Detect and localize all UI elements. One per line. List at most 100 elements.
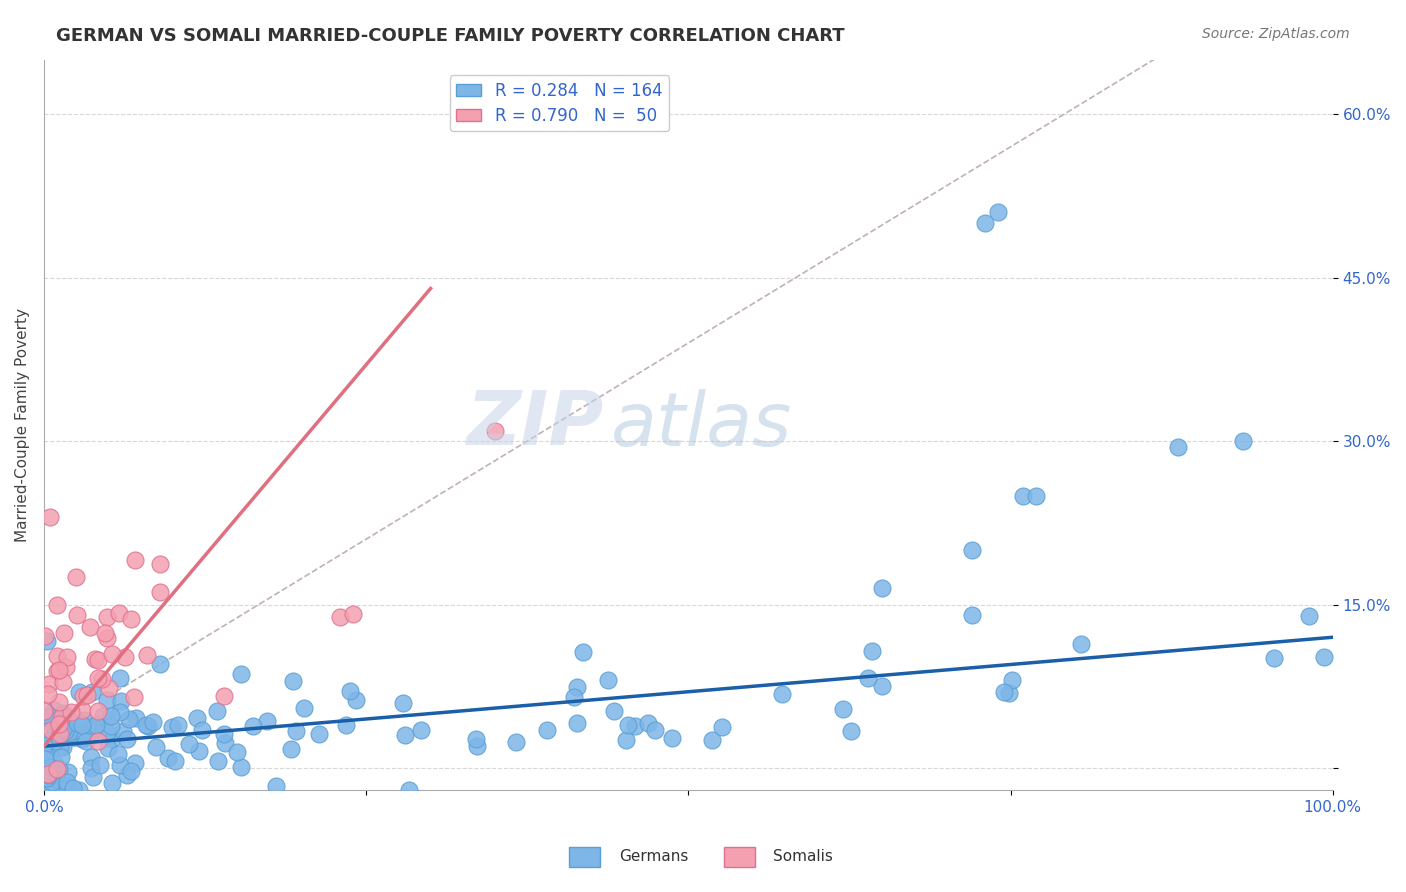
Point bbox=[342, 607, 364, 621]
Point bbox=[770, 688, 793, 702]
Point bbox=[108, 671, 131, 685]
Point bbox=[623, 719, 645, 733]
Point bbox=[136, 648, 159, 662]
Point bbox=[73, 713, 96, 727]
Point bbox=[86, 704, 108, 718]
Point bbox=[1263, 650, 1285, 665]
Point bbox=[44, 734, 66, 748]
Point bbox=[41, 732, 63, 747]
Point bbox=[160, 719, 183, 733]
Point bbox=[226, 746, 249, 760]
Point bbox=[52, 674, 75, 689]
Point bbox=[37, 710, 59, 724]
Point bbox=[603, 704, 626, 718]
Text: Germans: Germans bbox=[619, 849, 688, 863]
Point bbox=[97, 741, 120, 756]
Point bbox=[82, 770, 104, 784]
Point bbox=[107, 747, 129, 762]
Point bbox=[44, 725, 66, 739]
Point bbox=[987, 205, 1010, 219]
Point bbox=[135, 718, 157, 732]
Point bbox=[56, 764, 79, 779]
Point bbox=[142, 714, 165, 729]
Point bbox=[149, 557, 172, 571]
Point bbox=[125, 711, 148, 725]
Point bbox=[80, 719, 103, 733]
Point bbox=[72, 689, 94, 703]
Point bbox=[335, 717, 357, 731]
Point bbox=[188, 744, 211, 758]
Point bbox=[839, 723, 862, 738]
Point bbox=[73, 729, 96, 743]
Point bbox=[70, 731, 93, 746]
Point bbox=[149, 585, 172, 599]
Point bbox=[115, 731, 138, 746]
Point bbox=[37, 687, 59, 701]
Point bbox=[45, 648, 67, 663]
Point bbox=[1298, 609, 1320, 624]
Point bbox=[89, 757, 111, 772]
Point bbox=[87, 671, 110, 685]
Point bbox=[41, 774, 63, 789]
Point bbox=[870, 679, 893, 693]
Point bbox=[329, 610, 352, 624]
Point bbox=[571, 645, 593, 659]
Point bbox=[1025, 489, 1047, 503]
Point bbox=[256, 714, 278, 728]
Point bbox=[177, 737, 200, 751]
Point bbox=[860, 644, 883, 658]
Point bbox=[564, 690, 586, 704]
Point bbox=[67, 782, 90, 797]
Point bbox=[1232, 434, 1254, 448]
Point bbox=[62, 730, 84, 744]
Point bbox=[205, 704, 228, 718]
Point bbox=[53, 723, 76, 738]
Point bbox=[34, 629, 56, 643]
Point bbox=[565, 716, 588, 731]
Point bbox=[53, 626, 76, 640]
Point bbox=[960, 543, 983, 558]
Point bbox=[536, 723, 558, 737]
Point bbox=[120, 764, 142, 779]
Point bbox=[41, 723, 63, 737]
Point bbox=[292, 700, 315, 714]
Point bbox=[1001, 673, 1024, 688]
Point bbox=[165, 754, 187, 768]
Point bbox=[344, 693, 367, 707]
Point bbox=[75, 734, 97, 748]
Point bbox=[79, 620, 101, 634]
Point bbox=[70, 718, 93, 732]
Text: ZIP: ZIP bbox=[467, 388, 605, 461]
Point bbox=[166, 718, 188, 732]
Point bbox=[65, 570, 87, 584]
Point bbox=[229, 667, 252, 681]
Point bbox=[96, 725, 118, 739]
Point bbox=[48, 663, 70, 677]
Point bbox=[710, 720, 733, 734]
Point bbox=[34, 752, 56, 766]
Point bbox=[339, 684, 361, 698]
Point bbox=[51, 723, 73, 738]
Point bbox=[565, 680, 588, 694]
Point bbox=[62, 726, 84, 740]
Point bbox=[117, 767, 139, 781]
Point bbox=[38, 709, 60, 723]
Point bbox=[1070, 637, 1092, 651]
Point bbox=[35, 758, 58, 772]
Point bbox=[44, 703, 66, 717]
Point bbox=[52, 781, 75, 796]
Point bbox=[156, 751, 179, 765]
Point bbox=[229, 760, 252, 774]
Point bbox=[66, 607, 89, 622]
Point bbox=[45, 772, 67, 786]
Point bbox=[39, 760, 62, 774]
Point bbox=[80, 761, 103, 775]
Point bbox=[84, 718, 107, 732]
Point bbox=[1167, 440, 1189, 454]
Point bbox=[48, 763, 70, 777]
Point bbox=[484, 424, 506, 438]
Point bbox=[83, 722, 105, 736]
Point bbox=[214, 736, 236, 750]
Point bbox=[49, 727, 72, 741]
Point bbox=[48, 716, 70, 731]
